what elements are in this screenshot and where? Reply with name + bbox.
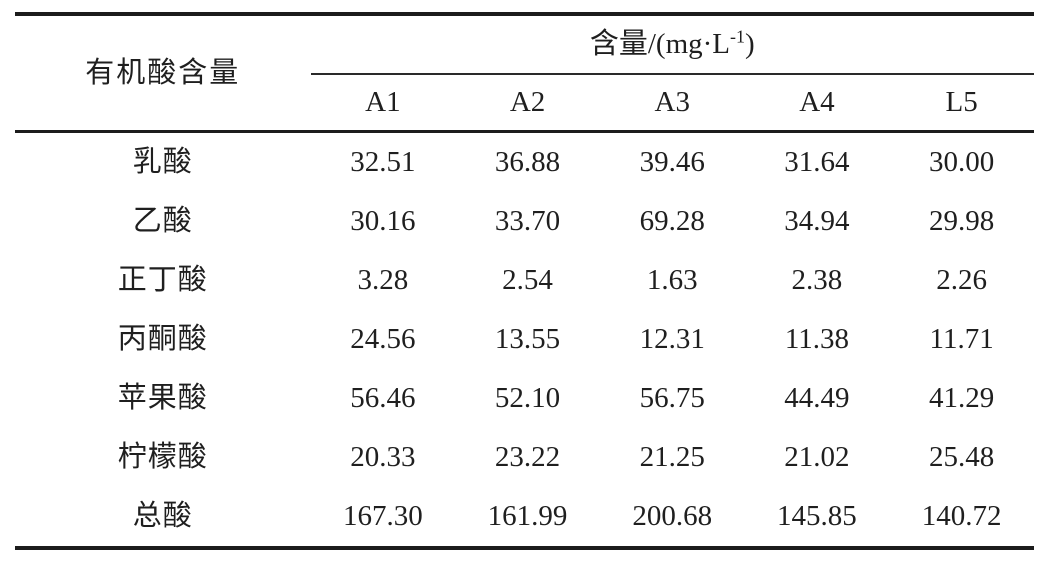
row-label: 柠檬酸: [117, 441, 208, 473]
cell: 21.02: [784, 441, 850, 473]
cell: 23.22: [494, 441, 561, 473]
cell: 41.29: [929, 382, 995, 414]
cell: 25.48: [929, 441, 995, 473]
cell: 29.98: [929, 205, 995, 237]
cell: 200.68: [632, 500, 713, 532]
unit-suffix: ): [744, 28, 755, 60]
cell: 36.88: [494, 146, 561, 178]
cell: 33.70: [494, 205, 561, 237]
cell: 3.28: [357, 264, 409, 296]
cell: 2.38: [791, 264, 843, 296]
column-header-row: A1 A2 A3 A4 L5: [15, 74, 1034, 133]
row-label: 总酸: [132, 500, 193, 532]
cell: 31.64: [784, 146, 850, 178]
cell: 34.94: [784, 205, 850, 237]
cell: 56.46: [350, 382, 416, 414]
row-label: 苹果酸: [117, 382, 208, 414]
cell: 1.63: [646, 264, 698, 296]
cell: 140.72: [921, 500, 1002, 532]
cell: 161.99: [487, 500, 568, 532]
cell: 24.56: [350, 323, 416, 355]
spanner-row: 有机酸含量 含量/(mg·L-1): [15, 14, 1034, 133]
table-row: 总酸 167.30 161.99 200.68 145.85 140.72: [15, 487, 1034, 548]
cell: 32.51: [350, 146, 416, 178]
cell: 2.26: [936, 264, 987, 296]
table-row: 丙酮酸 24.56 13.55 12.31 11.38 11.71: [15, 310, 1034, 369]
table-row: 乙酸 30.16 33.70 69.28 34.94 29.98: [15, 192, 1034, 251]
cell: 11.71: [929, 323, 994, 355]
cell: 12.31: [639, 323, 705, 355]
cell: 44.49: [784, 382, 850, 414]
cell: 30.16: [350, 205, 416, 237]
row-label: 乙酸: [132, 205, 193, 237]
table-row: 正丁酸 3.28 2.54 1.63 2.38 2.26: [15, 251, 1034, 310]
column-header-a1: A1: [310, 74, 456, 133]
organic-acid-table-container: 有机酸含量 含量/(mg·L-1) A1 A2 A3 A4 L5 乳酸 32.5…: [15, 12, 1034, 550]
organic-acid-table: 有机酸含量 含量/(mg·L-1) A1 A2 A3 A4 L5 乳酸 32.5…: [15, 12, 1034, 550]
column-header-l5: L5: [889, 74, 1034, 133]
cell: 11.38: [784, 323, 850, 355]
unit-superscript: -1: [730, 26, 745, 47]
unit-spanner-header: 含量/(mg·L-1): [310, 14, 1034, 75]
cell: 21.25: [639, 441, 705, 473]
table-row: 苹果酸 56.46 52.10 56.75 44.49 41.29: [15, 369, 1034, 428]
unit-prefix: 含量/(mg·L: [589, 28, 731, 60]
row-label: 正丁酸: [117, 264, 208, 296]
cell: 2.54: [502, 264, 553, 296]
cell: 145.85: [777, 500, 857, 532]
column-header-a3: A3: [599, 74, 745, 133]
cell: 167.30: [342, 500, 423, 532]
column-header-a2: A2: [455, 74, 600, 133]
stub-header: 有机酸含量: [15, 14, 311, 133]
cell: 52.10: [494, 382, 561, 414]
table-row: 乳酸 32.51 36.88 39.46 31.64 30.00: [15, 132, 1034, 193]
cell: 13.55: [494, 323, 561, 355]
cell: 56.75: [639, 382, 705, 414]
row-label: 丙酮酸: [117, 323, 208, 355]
cell: 69.28: [639, 205, 705, 237]
table-row: 柠檬酸 20.33 23.22 21.25 21.02 25.48: [15, 428, 1034, 487]
cell: 39.46: [639, 146, 705, 178]
cell: 30.00: [929, 146, 995, 178]
row-label: 乳酸: [132, 146, 193, 178]
cell: 20.33: [350, 441, 416, 473]
column-header-a4: A4: [744, 74, 890, 133]
